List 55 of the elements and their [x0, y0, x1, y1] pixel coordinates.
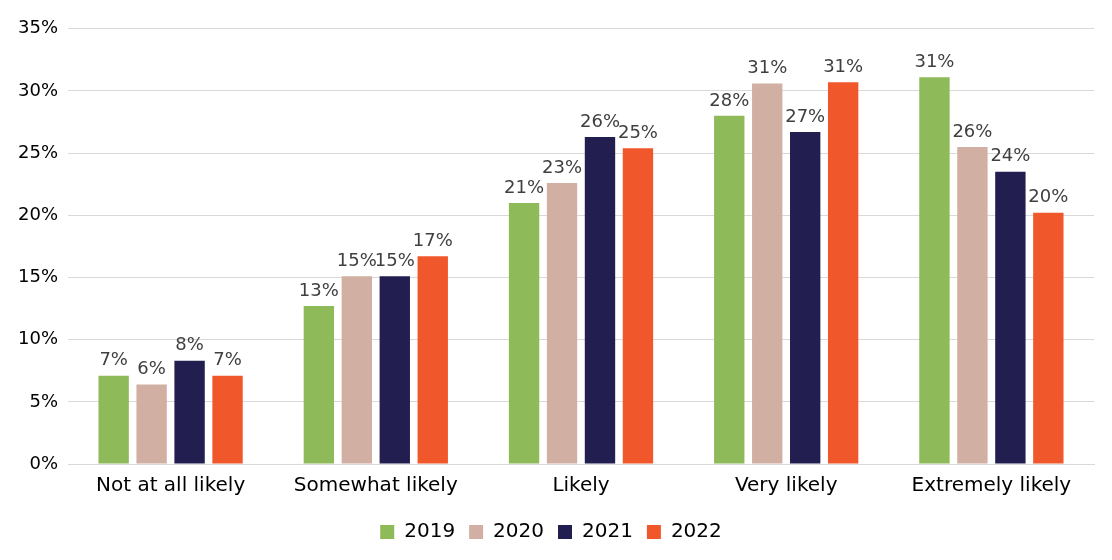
data-label: 13%	[298, 278, 339, 300]
x-tick-label: Not at all likely	[95, 472, 246, 497]
bar	[508, 202, 540, 464]
y-tick-label: 35%	[17, 16, 59, 38]
bar	[212, 375, 243, 464]
data-label: 31%	[823, 54, 864, 76]
data-label: 20%	[1028, 185, 1069, 207]
legend-label: 2019	[404, 518, 456, 543]
bar	[752, 83, 783, 464]
y-tick-label: 0%	[29, 451, 59, 473]
x-tick-label: Extremely likely	[911, 472, 1072, 497]
data-label: 7%	[99, 348, 128, 370]
bar	[136, 384, 167, 464]
y-tick-label: 10%	[17, 327, 59, 349]
bar	[714, 115, 745, 464]
legend-label: 2020	[493, 518, 545, 543]
bar	[1033, 212, 1064, 464]
bar	[957, 146, 988, 464]
bar	[341, 276, 373, 464]
y-tick-label: 15%	[17, 265, 59, 287]
bar	[584, 136, 616, 464]
data-label: 24%	[990, 144, 1031, 166]
x-tick-label: Very likely	[734, 472, 838, 497]
data-label: 28%	[709, 88, 750, 110]
bar	[790, 132, 821, 464]
bar	[827, 82, 859, 464]
data-label: 26%	[579, 109, 620, 131]
data-label: 7%	[213, 348, 242, 370]
legend-label: 2022	[670, 518, 722, 543]
legend-label: 2021	[582, 518, 633, 543]
bar	[379, 276, 410, 464]
data-label: 17%	[412, 229, 453, 251]
x-tick-label: Somewhat likely	[293, 472, 458, 497]
bar	[919, 77, 950, 464]
data-label: 21%	[504, 175, 545, 197]
bar	[417, 256, 448, 464]
bar	[174, 360, 205, 464]
data-label: 31%	[747, 56, 788, 78]
data-label: 26%	[952, 119, 993, 141]
data-label: 23%	[542, 155, 583, 177]
data-label: 27%	[785, 104, 826, 126]
bar	[622, 148, 654, 464]
bar	[546, 182, 578, 464]
data-label: 8%	[175, 333, 204, 355]
data-label: 15%	[336, 248, 377, 270]
bar	[303, 306, 335, 464]
data-label: 31%	[914, 49, 955, 71]
y-tick-label: 20%	[17, 202, 59, 224]
data-label: 6%	[137, 357, 166, 379]
x-tick-label: Likely	[552, 472, 610, 497]
y-tick-label: 5%	[29, 389, 59, 411]
y-tick-label: 30%	[17, 78, 59, 100]
y-tick-label: 25%	[17, 140, 59, 162]
bar	[98, 375, 129, 464]
bar	[995, 171, 1026, 464]
